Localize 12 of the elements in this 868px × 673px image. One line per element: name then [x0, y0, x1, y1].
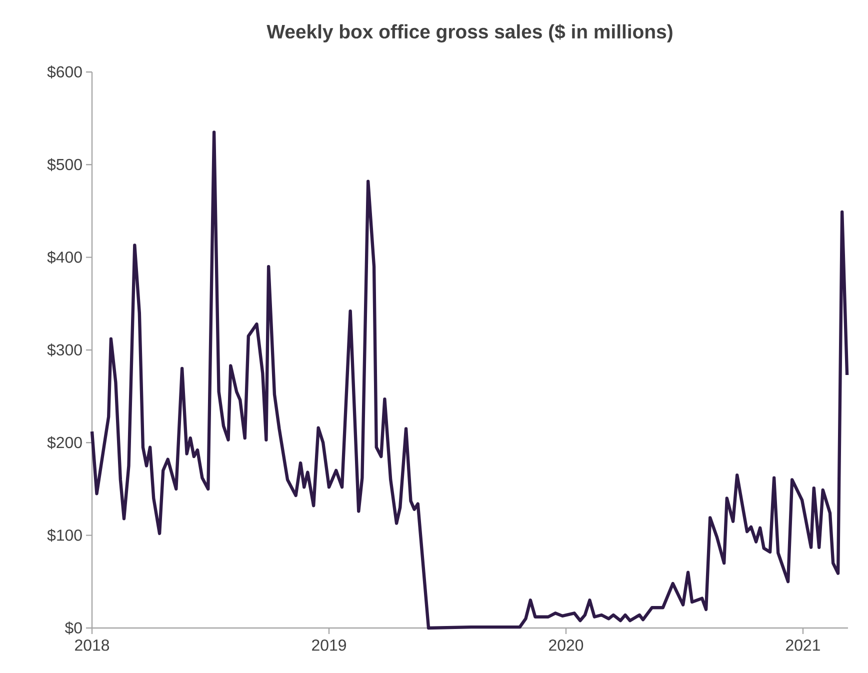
y-tick-label: $600: [47, 66, 82, 78]
y-tick-label: $300: [47, 344, 82, 356]
y-tick-label: $200: [47, 436, 82, 450]
x-tick-label: 2021: [786, 640, 820, 651]
y-tick-label: $400: [47, 250, 82, 264]
y-tick-label: $500: [47, 158, 82, 172]
y-tick-label: $0: [64, 622, 82, 634]
y-tick-label: $100: [47, 528, 82, 542]
x-tick-label: 2020: [549, 640, 584, 651]
chart-title: Weekly box office gross sales ($ in millions): [266, 24, 672, 42]
x-tick-label: 2019: [312, 640, 346, 651]
x-tick-label: 2018: [75, 640, 110, 651]
